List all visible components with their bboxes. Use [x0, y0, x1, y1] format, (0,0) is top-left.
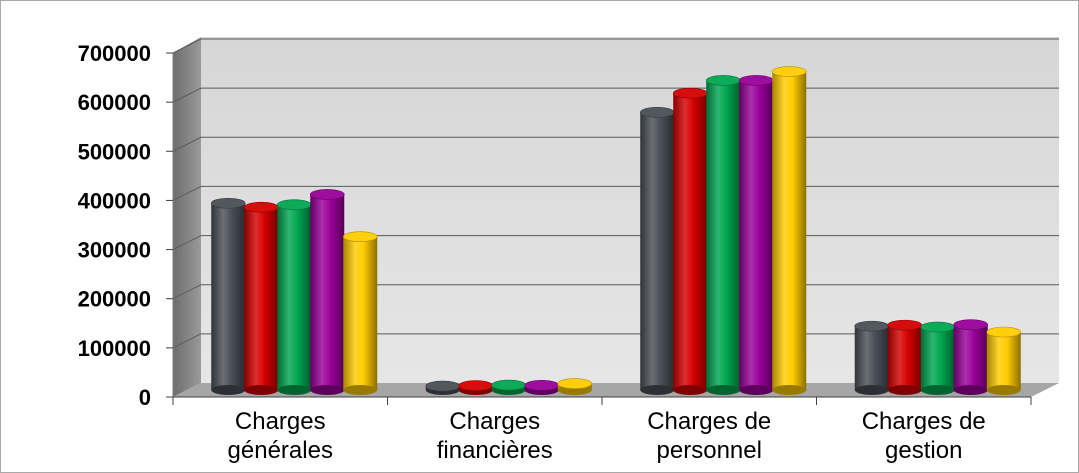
bar-top	[342, 231, 378, 242]
bar-bottom	[986, 385, 1021, 395]
x-tick-label: Charges	[235, 408, 326, 435]
bar-bottom	[887, 385, 922, 395]
bar-bottom	[953, 385, 988, 395]
floor	[173, 383, 1059, 397]
bar-top	[210, 197, 246, 209]
bar-body	[986, 332, 1021, 390]
bar-bottom	[854, 385, 889, 395]
bar	[210, 197, 246, 395]
bar-bottom	[920, 385, 955, 395]
bars	[210, 66, 1022, 395]
side-wall	[173, 37, 201, 397]
bar-bottom	[310, 385, 345, 395]
bar-bottom	[343, 385, 378, 395]
y-tick-label: 200000	[78, 287, 151, 312]
bar-top	[672, 87, 708, 99]
bar-top	[524, 380, 560, 391]
bar	[639, 107, 675, 395]
bar-body	[953, 324, 988, 390]
y-tick-label: 0	[139, 385, 151, 410]
y-tick-label: 400000	[78, 188, 151, 213]
bar	[986, 326, 1022, 395]
x-tick-label: Charges	[449, 408, 540, 435]
bar-top	[854, 320, 890, 332]
bar-top	[458, 380, 494, 391]
bar-body	[673, 93, 708, 391]
bar	[309, 189, 345, 395]
bar-top	[557, 378, 593, 389]
bar-top	[639, 107, 675, 118]
bar-bottom	[706, 385, 741, 395]
y-tick-label: 300000	[78, 238, 151, 263]
x-tick-label: Charges de	[862, 408, 986, 435]
bar	[243, 201, 279, 395]
bar-top	[705, 75, 741, 86]
bar-bottom	[211, 385, 246, 395]
bar-body	[211, 203, 246, 390]
bar-top	[491, 379, 527, 391]
bar-body	[310, 194, 345, 390]
bar-body	[277, 204, 312, 390]
axis-ticks	[166, 52, 1032, 405]
bar	[705, 75, 741, 395]
x-tick-label: personnel	[657, 437, 762, 464]
bar-bottom	[772, 385, 807, 395]
bar-body	[887, 325, 922, 390]
bar	[524, 380, 560, 395]
bar-top	[738, 75, 774, 86]
bar	[557, 378, 593, 395]
x-tick-label: générales	[228, 437, 333, 464]
bar-body	[706, 80, 741, 391]
bar-bottom	[673, 385, 708, 395]
bar	[887, 319, 923, 395]
back-wall	[201, 37, 1059, 383]
x-tick-label: financières	[437, 437, 553, 464]
bar	[771, 66, 807, 395]
bar	[425, 380, 461, 395]
bar-body	[640, 112, 675, 390]
bar-body	[854, 326, 889, 390]
bar-bottom	[739, 385, 774, 395]
bar	[920, 321, 956, 395]
bar	[672, 87, 708, 395]
bar-bottom	[277, 385, 312, 395]
y-tick-label: 100000	[78, 336, 151, 361]
bar	[738, 75, 774, 395]
bar	[491, 379, 527, 395]
bar	[342, 231, 378, 395]
bar	[854, 320, 890, 395]
bar-top	[887, 319, 923, 331]
y-axis-tick-labels: 0 100000 200000 300000 400000 500000 600000 700…	[78, 41, 151, 410]
bar-top	[309, 189, 345, 200]
bar	[276, 199, 312, 395]
y-tick-label: 500000	[78, 139, 151, 164]
bar-body	[920, 327, 955, 390]
x-tick-label: gestion	[885, 437, 962, 464]
bar-top	[953, 319, 989, 330]
x-axis-tick-labels: ChargesgénéralesChargesfinancièresCharge…	[228, 408, 986, 464]
bar-body	[244, 207, 279, 390]
bar-top	[425, 380, 461, 392]
bar	[953, 319, 989, 395]
bar-body	[772, 71, 807, 390]
y-tick-label: 700000	[78, 41, 151, 66]
x-tick-label: Charges de	[647, 408, 771, 435]
bar-top	[986, 326, 1022, 338]
bar-bottom	[640, 385, 675, 395]
bar-top	[771, 66, 807, 77]
bar-body	[343, 236, 378, 390]
bar	[458, 380, 494, 395]
gridline	[172, 38, 1059, 54]
bar-body	[739, 80, 774, 391]
bar-top	[276, 199, 312, 211]
bar-top	[920, 321, 956, 333]
bar-top	[243, 201, 279, 213]
y-tick-label: 600000	[78, 90, 151, 115]
bar-bottom	[244, 385, 279, 395]
